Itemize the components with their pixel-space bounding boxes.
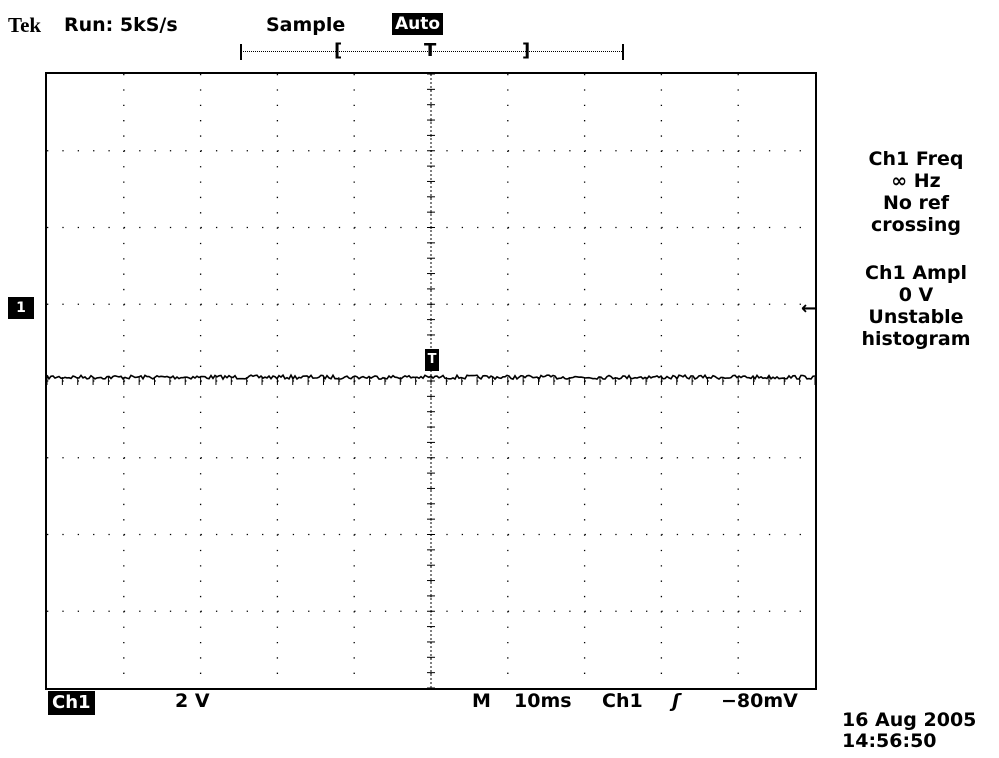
ch1-ground-marker[interactable]: 1: [8, 297, 34, 319]
measurement-note: crossing: [871, 214, 961, 236]
run-status: Run: 5kS/s: [64, 14, 178, 36]
trigger-level-arrow-icon[interactable]: ←: [801, 298, 817, 319]
measurement-value: ∞ Hz: [891, 170, 941, 192]
record-trigger-marker: T: [424, 40, 437, 61]
timebase-main-label: M: [472, 690, 491, 712]
timestamp-date: 16 Aug 2005: [842, 709, 977, 731]
measurement-note: Unstable: [868, 306, 964, 328]
record-window-left-bracket: [: [334, 40, 343, 61]
acquisition-mode: Sample: [266, 14, 346, 36]
waveform-display: [45, 72, 817, 690]
record-bar-left-cap: [240, 44, 242, 60]
measurement-value: 0 V: [898, 284, 934, 306]
record-position-bar: [ T ]: [240, 42, 624, 62]
channel-label-badge[interactable]: Ch1: [48, 691, 95, 715]
center-axis-ticks: [47, 74, 815, 688]
timestamp-time: 14:56:50: [842, 730, 937, 752]
rising-edge-icon: ʃ: [672, 690, 680, 712]
timestamp: 16 Aug 2005 14:56:50: [842, 710, 976, 752]
measurement-ch1-frequency: Ch1 Freq ∞ Hz No ref crossing: [838, 148, 994, 236]
volts-per-division: 2 V: [175, 690, 210, 712]
record-bar-line: [240, 51, 624, 52]
record-window-right-bracket: ]: [522, 40, 531, 61]
trigger-source: Ch1: [602, 690, 643, 712]
trigger-level-value: −80mV: [721, 690, 798, 712]
timebase-value: 10ms: [514, 690, 572, 712]
trigger-mode-badge: Auto: [392, 13, 444, 35]
graticule: [47, 74, 815, 688]
ch1-trace: [47, 373, 815, 381]
measurement-ch1-amplitude: Ch1 Ampl 0 V Unstable histogram: [838, 262, 994, 350]
measurement-note: No ref: [882, 192, 950, 214]
measurement-note: histogram: [861, 328, 971, 350]
record-bar-right-cap: [622, 44, 624, 60]
trigger-position-marker[interactable]: T: [425, 349, 439, 371]
measurement-label: Ch1 Freq: [868, 148, 964, 170]
brand-logo: Tek: [8, 13, 42, 37]
measurement-label: Ch1 Ampl: [865, 262, 967, 284]
